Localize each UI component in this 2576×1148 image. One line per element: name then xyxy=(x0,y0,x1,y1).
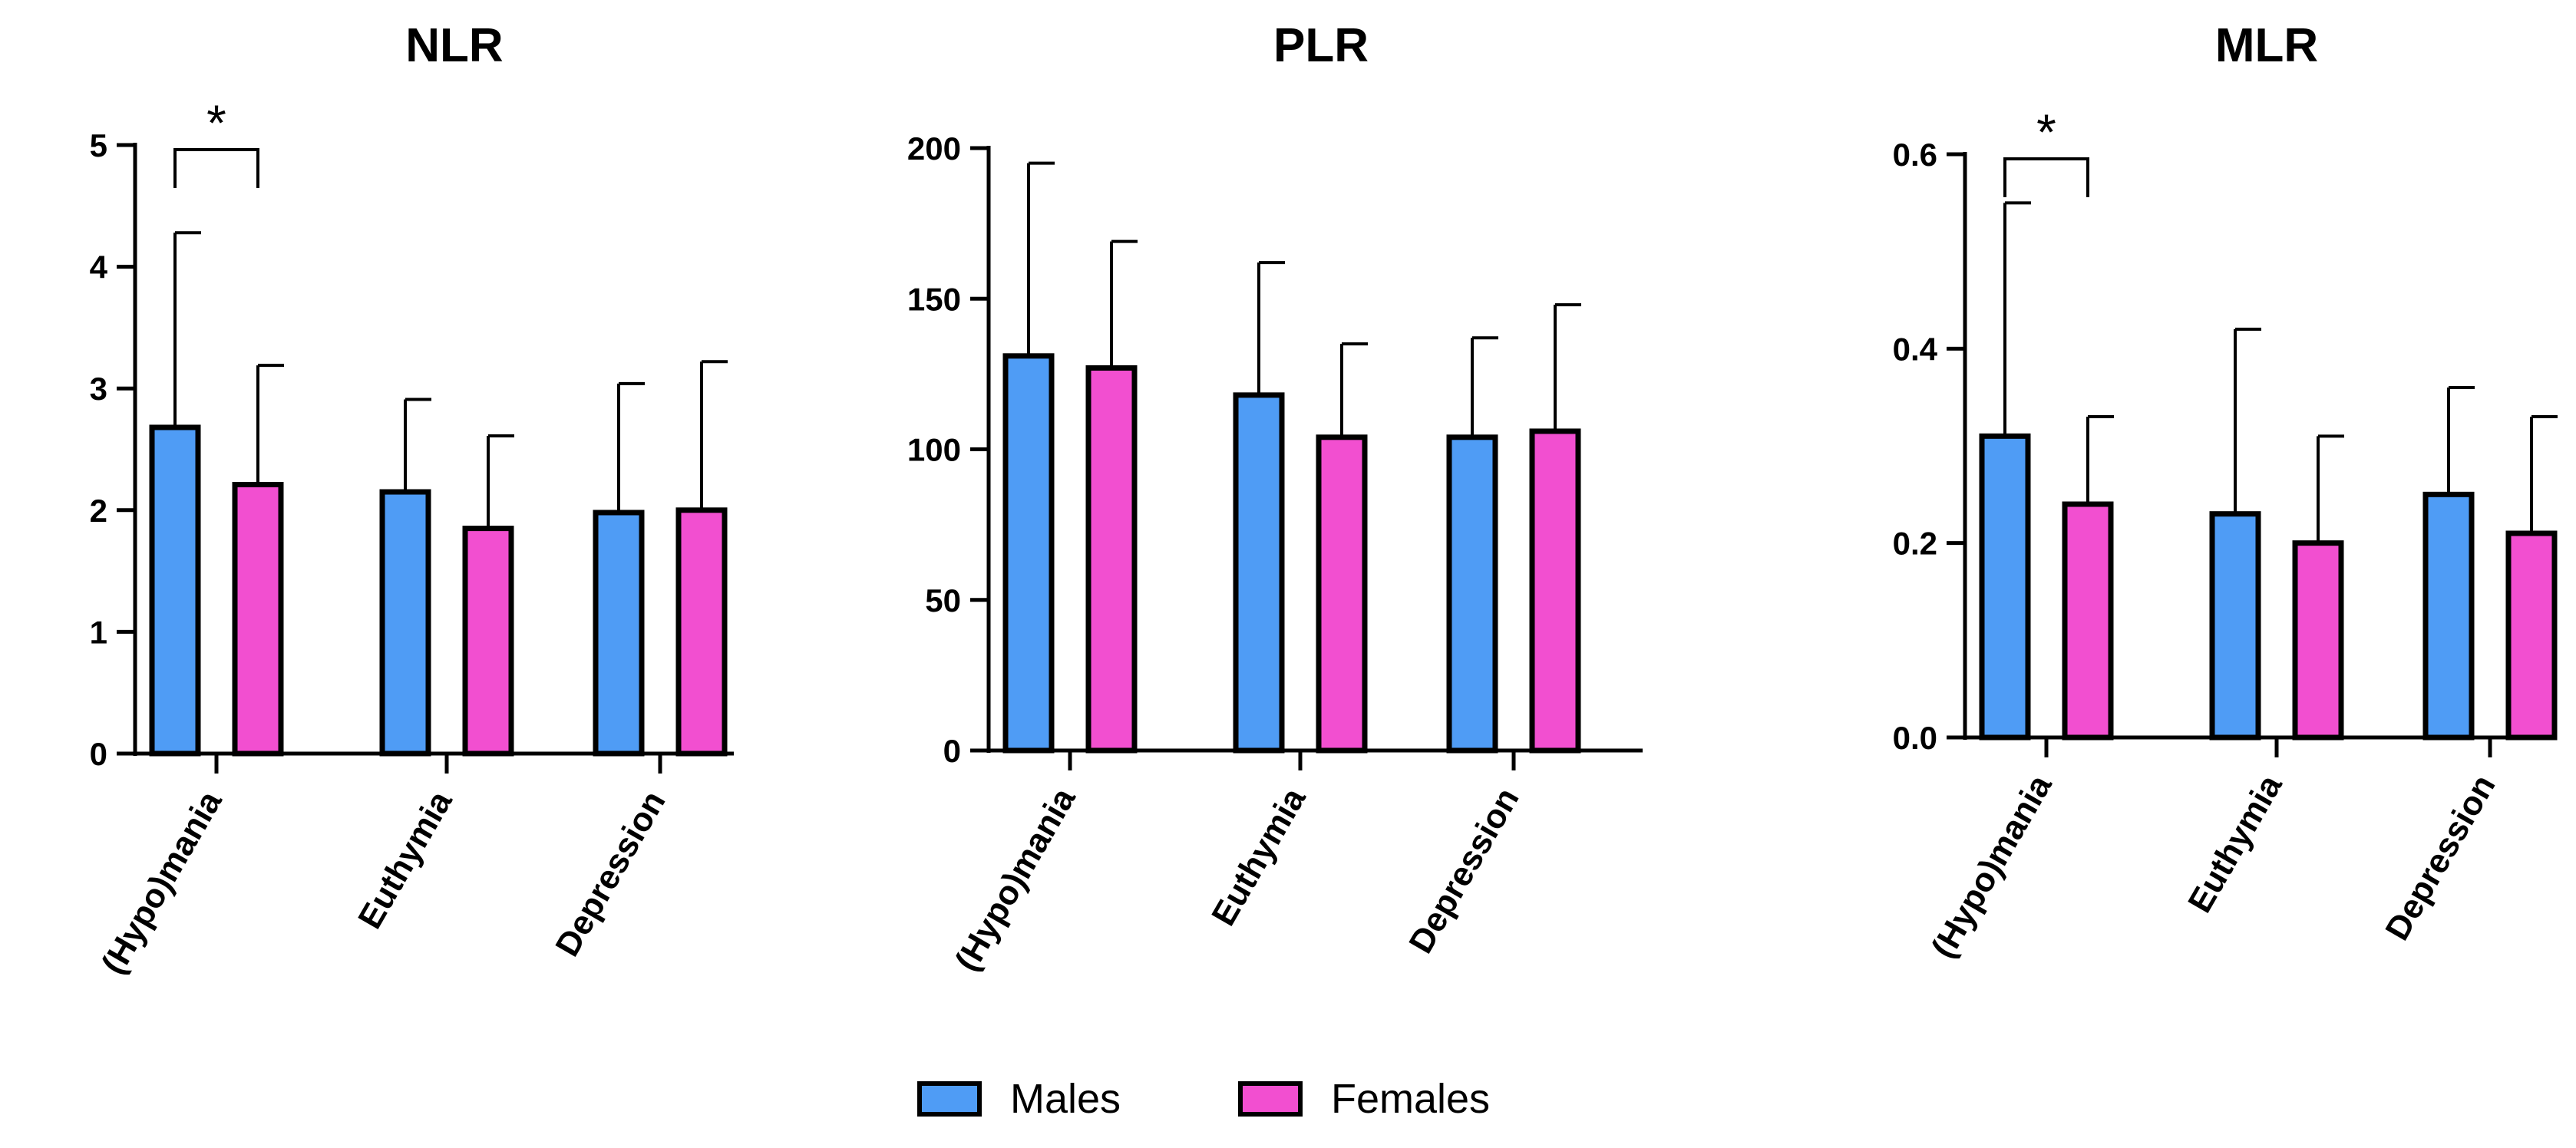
chart-panel-nlr: NLR 0 1 2 3 4 5 (Hypo)mania Euthymia Depression * xyxy=(90,19,734,981)
y-tick-label: 0 xyxy=(90,736,107,772)
legend-swatch-females xyxy=(1238,1081,1303,1117)
category-label: (Hypo)mania xyxy=(948,781,1083,978)
significance-star: * xyxy=(2036,104,2056,160)
significance-bracket xyxy=(173,148,259,188)
y-tick-label: 0 xyxy=(943,733,961,769)
category-label: (Hypo)mania xyxy=(94,784,230,981)
bar-males-2 xyxy=(1233,392,1285,754)
bar-females-2 xyxy=(1316,434,1368,754)
category-label: Depression xyxy=(1402,782,1526,960)
category-label: (Hypo)mania xyxy=(1924,768,2059,965)
y-tick-label: 4 xyxy=(90,249,108,285)
y-tick-label: 3 xyxy=(90,371,107,407)
chart-title: NLR xyxy=(405,19,503,72)
y-tick-label: 50 xyxy=(925,582,961,619)
category-label: Euthymia xyxy=(1204,781,1313,932)
bar-males-3 xyxy=(1446,434,1498,754)
legend-label-males: Males xyxy=(1010,1076,1121,1122)
bar-males-2 xyxy=(2209,511,2261,741)
bar-males-3 xyxy=(593,510,645,757)
bar-females-1 xyxy=(232,481,284,757)
category-label: Depression xyxy=(548,785,672,963)
y-tick-label: 2 xyxy=(90,493,107,529)
significance-star: * xyxy=(206,94,226,151)
y-tick-label: 0.0 xyxy=(1893,720,1937,756)
bar-males-1 xyxy=(1002,353,1055,754)
legend-label-females: Females xyxy=(1331,1076,1490,1122)
y-tick-label: 0.4 xyxy=(1893,331,1938,367)
category-label: Euthymia xyxy=(2181,768,2290,919)
y-tick-label: 150 xyxy=(907,281,961,317)
y-tick-label: 100 xyxy=(907,432,961,468)
bar-males-2 xyxy=(379,489,431,757)
bar-females-2 xyxy=(2292,540,2344,741)
legend: Males Females xyxy=(917,1076,1490,1122)
bar-females-3 xyxy=(675,507,728,757)
y-tick-label: 0.6 xyxy=(1893,137,1937,173)
chart-title: MLR xyxy=(2215,19,2318,72)
bar-females-1 xyxy=(2062,501,2114,741)
bar-females-3 xyxy=(1529,428,1581,754)
chart-panel-plr: PLR 0 50 100 150 200 (Hypo)mania Euthymia Depres… xyxy=(907,19,1643,978)
bar-females-1 xyxy=(1085,365,1138,754)
bar-males-1 xyxy=(149,424,201,757)
legend-swatch-males xyxy=(917,1081,982,1117)
bar-females-3 xyxy=(2505,530,2558,741)
y-tick-label: 0.2 xyxy=(1893,526,1937,562)
bar-males-3 xyxy=(2422,491,2475,741)
bar-males-1 xyxy=(1979,433,2031,741)
y-tick-label: 1 xyxy=(90,614,107,650)
category-label: Depression xyxy=(2378,769,2502,947)
bar-females-2 xyxy=(462,526,514,757)
y-tick-label: 5 xyxy=(90,127,107,163)
chart-panel-mlr: MLR 0.0 0.2 0.4 0.6 (Hypo)mania Euthymia Depres… xyxy=(1893,19,2558,965)
y-tick-label: 200 xyxy=(907,130,961,167)
chart-title: PLR xyxy=(1273,19,1369,72)
chart-panels: NLR 0 1 2 3 4 5 (Hypo)mania Euthymia Depression * P… xyxy=(90,19,2558,981)
significance-bracket xyxy=(2003,157,2089,197)
category-label: Euthymia xyxy=(351,784,460,935)
